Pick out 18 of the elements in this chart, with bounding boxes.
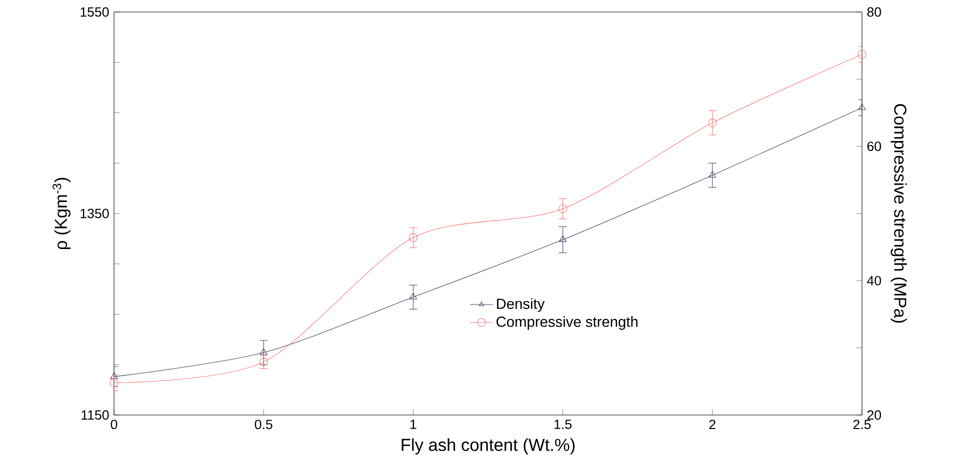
legend-label: Compressive strength — [496, 316, 638, 330]
x-tick-label: 1.5 — [554, 420, 572, 429]
y-tick-label: 1150 — [82, 410, 109, 420]
y2-tick-label: 60 — [867, 142, 882, 152]
x-tick-label: 0 — [110, 420, 118, 430]
y2-tick-label: 20 — [867, 410, 882, 420]
y-axis-title: ρ (Kgm$^{-3}$) — [52, 178, 70, 250]
x-tick-label: 2.5 — [853, 420, 871, 430]
y2-tick-label: 80 — [867, 7, 882, 17]
x-tick-label: 2 — [709, 420, 716, 430]
x-tick-label: 0.5 — [254, 420, 272, 430]
x-tick-label: 1 — [410, 420, 416, 429]
y2-axis-title: Compressive strength (MPa) — [890, 104, 907, 323]
y-tick-label: 1550 — [80, 7, 109, 17]
x-axis-title: Fly ash content (Wt.%) — [402, 438, 575, 454]
legend-label: Density — [497, 298, 545, 312]
y-tick-label: 1350 — [80, 208, 109, 218]
y2-tick-label: 40 — [867, 276, 882, 286]
